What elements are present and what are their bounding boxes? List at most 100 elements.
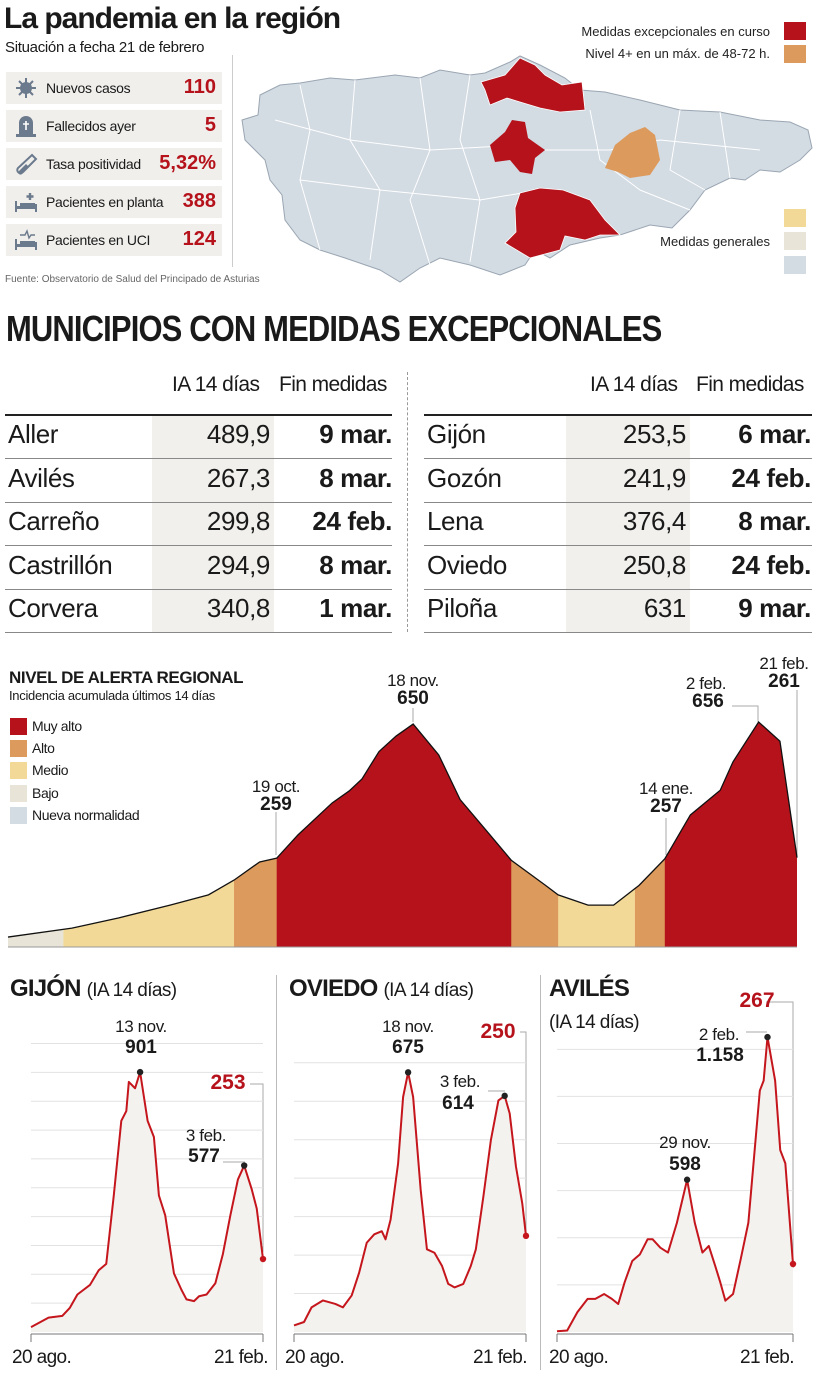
peak-point (683, 1176, 691, 1183)
annotation-leaders (223, 1001, 794, 1268)
municipio-fin-medidas: 8 mar. (319, 462, 392, 493)
test-tube-icon (16, 153, 38, 175)
current-value-point (789, 1260, 797, 1268)
stat-value: 110 (183, 76, 216, 98)
chart-title-gijon: GIJÓN (IA 14 días) (10, 975, 177, 1003)
municipio-fin-medidas: 24 feb. (731, 462, 811, 493)
municipio-ia: 241,9 (622, 462, 686, 493)
annotation-value: 261 (768, 671, 800, 692)
annotation-value: 259 (260, 794, 292, 815)
annotation-current-value: 253 (210, 1071, 246, 1094)
source-note: Fuente: Observatorio de Salud del Princi… (5, 274, 260, 285)
annotation-value: 1.158 (696, 1045, 744, 1066)
stat-positivity: Tasa positividad 5,32% (6, 148, 222, 180)
legend-swatch-muy-alto (10, 718, 27, 735)
municipio-ia: 267,3 (206, 462, 270, 493)
header-rule (424, 414, 812, 416)
section-title: MUNICIPIOS CON MEDIDAS EXCEPCIONALES (6, 308, 768, 350)
stat-label: Pacientes en planta (46, 194, 164, 210)
header-rule (5, 414, 392, 416)
x-axis-start-label: 20 ago. (12, 1347, 72, 1368)
col-header-fin: Fin medidas (279, 373, 387, 396)
level-band-muy-alto (276, 722, 512, 947)
section-title-text: MUNICIPIOS CON MEDIDAS EXCEPCIONALES (6, 308, 662, 349)
x-axis-end-label: 21 feb. (740, 1347, 795, 1368)
stat-ward-patients: Pacientes en planta 388 (6, 186, 222, 218)
level-band-medio (558, 722, 636, 947)
municipio-ia: 340,8 (206, 593, 270, 623)
municipio-fin-medidas: 1 mar. (319, 593, 392, 623)
municipio-name: Oviedo (427, 549, 507, 580)
table-divider (407, 372, 408, 632)
stat-new-cases: Nuevos casos 110 (6, 72, 222, 104)
annotation-date: 18 nov. (382, 1017, 434, 1036)
legend-exceptional-swatch (784, 22, 806, 40)
annotation-leaders (275, 690, 798, 858)
level-band-alto (511, 722, 559, 947)
legend-normal-swatch (784, 256, 806, 274)
annotation-date: 3 feb. (439, 1072, 481, 1091)
annotation-date: 18 nov. (387, 671, 439, 690)
current-value-point (259, 1255, 267, 1263)
stat-value: 124 (182, 228, 216, 250)
municipio-name: Piloña (427, 593, 497, 623)
virus-icon (16, 78, 36, 98)
municipio-fin-medidas: 9 mar. (738, 593, 811, 623)
municipio-name: Castrillón (8, 549, 113, 580)
annotation-date: 21 feb. (759, 654, 809, 673)
level-band-medio (63, 722, 235, 947)
annotation-value: 614 (442, 1093, 474, 1114)
municipio-name: Corvera (8, 593, 98, 623)
regional-alert-chart (7, 690, 798, 948)
incidence-line (7, 721, 798, 938)
legend-swatch-normal (10, 807, 27, 824)
legend-swatch-bajo (10, 785, 27, 802)
legend-label: Alto (32, 740, 55, 756)
area-fill (31, 1072, 263, 1332)
icu-bed-icon (15, 229, 37, 250)
chart-subtitle: Incidencia acumulada últimos 14 días (9, 688, 215, 703)
annotation-value: 656 (692, 691, 724, 712)
col-header-ia: IA 14 días (590, 373, 678, 396)
x-axis-end-label: 21 feb. (214, 1347, 269, 1368)
legend-exceptional-label: Medidas excepcionales en curso (581, 24, 770, 39)
legend-bajo-swatch (784, 232, 806, 250)
annotation-current-value: 250 (480, 1020, 516, 1043)
annotation-current-value: 267 (739, 989, 775, 1012)
municipio-name: Gijón (427, 419, 486, 449)
stat-label: Tasa positividad (46, 156, 141, 172)
x-axis-start-label: 20 ago. (549, 1347, 609, 1368)
ia-column-bg (152, 415, 274, 633)
peak-point (136, 1068, 144, 1076)
chart-subtitle: (IA 14 días) (86, 980, 178, 1001)
legend-swatch-alto (10, 740, 27, 757)
stat-label: Nuevos casos (46, 80, 131, 96)
annotation-value: 257 (650, 796, 682, 817)
city-chart-oviedo (293, 1062, 530, 1342)
municipio-name: Avilés (8, 462, 75, 493)
incidence-line (293, 1071, 527, 1327)
divider (232, 55, 233, 267)
map-region-exceptional-center (490, 120, 545, 174)
chart-title: NIVEL DE ALERTA REGIONAL (9, 668, 244, 687)
legend-label: Muy alto (32, 718, 82, 734)
legend-level4-swatch (784, 45, 806, 63)
map-region-level4 (605, 127, 660, 178)
annotation-value: 577 (188, 1146, 220, 1167)
col-header-ia: IA 14 días (172, 373, 260, 396)
annotation-date: 29 nov. (659, 1133, 711, 1152)
map-region-exceptional-south (504, 187, 621, 259)
annotation-value: 598 (669, 1154, 701, 1175)
municipio-ia: 250,8 (622, 549, 686, 580)
chart-title-text: GIJÓN (10, 975, 81, 1002)
stat-value: 388 (182, 190, 216, 212)
municipal-borders (274, 74, 761, 266)
peak-point (240, 1162, 248, 1169)
page-subtitle: Situación a fecha 21 de febrero (5, 39, 205, 56)
level-band-bajo (8, 722, 64, 947)
chart-separator (540, 975, 541, 1370)
annotation-date: 14 ene. (639, 779, 693, 798)
annotation-date: 19 oct. (251, 777, 301, 796)
legend-label: Nueva normalidad (32, 807, 140, 823)
legend-label: Bajo (32, 785, 59, 801)
